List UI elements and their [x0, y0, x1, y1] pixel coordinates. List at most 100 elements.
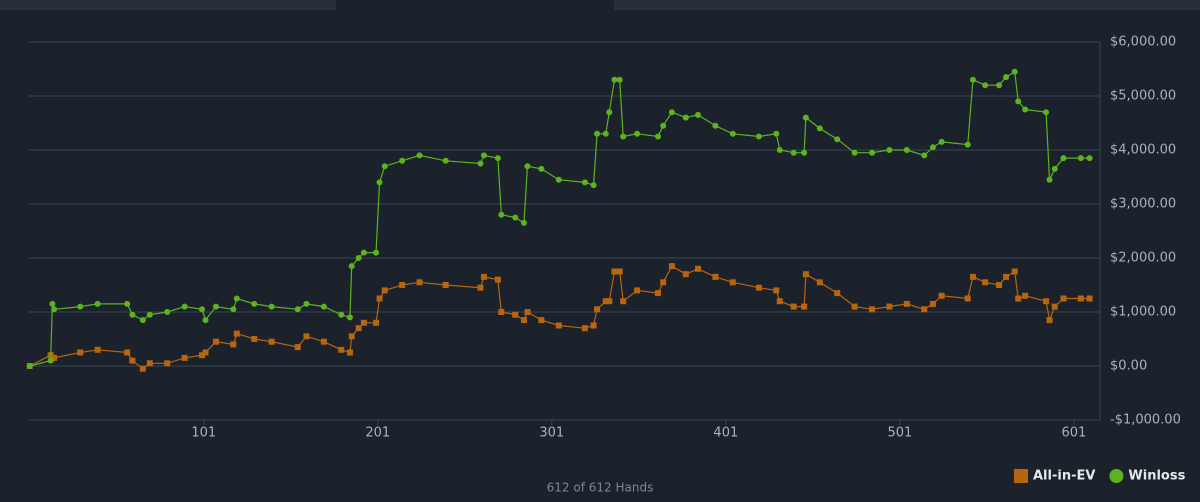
point — [903, 147, 910, 153]
point — [373, 249, 380, 256]
x-tick-label: 301 — [539, 426, 564, 441]
point — [51, 306, 58, 313]
point — [802, 271, 809, 278]
point — [268, 303, 275, 310]
point — [49, 300, 56, 307]
point — [1060, 295, 1067, 302]
point — [602, 298, 609, 305]
point — [303, 300, 310, 307]
y-tick-label: $6,000.00 — [1110, 35, 1176, 50]
point — [376, 295, 383, 302]
point — [348, 263, 355, 270]
point — [712, 122, 719, 129]
y-tick-label: $0.00 — [1110, 359, 1147, 374]
tab[interactable] — [614, 0, 1200, 10]
point — [1043, 109, 1050, 116]
point — [251, 300, 258, 307]
point — [230, 341, 237, 348]
point — [790, 303, 797, 310]
point — [1011, 68, 1018, 75]
point — [320, 303, 327, 310]
point — [869, 306, 876, 313]
tab-active[interactable] — [340, 0, 612, 10]
x-tick-label: 501 — [887, 426, 912, 441]
point — [77, 303, 84, 310]
point — [938, 138, 945, 145]
point — [654, 133, 661, 140]
point — [682, 271, 689, 278]
point — [124, 300, 131, 307]
point — [320, 338, 327, 345]
point — [348, 333, 355, 340]
point — [494, 155, 501, 162]
point — [416, 279, 423, 286]
point — [124, 349, 131, 356]
point — [355, 325, 362, 332]
point — [773, 287, 780, 294]
point — [790, 149, 797, 156]
point — [442, 282, 449, 288]
point — [1086, 295, 1093, 302]
point — [695, 111, 701, 118]
point — [620, 298, 627, 305]
point — [199, 352, 206, 359]
point — [233, 295, 240, 302]
point — [729, 130, 736, 137]
y-tick-label: -$1,000.00 — [1110, 413, 1181, 428]
point — [996, 82, 1003, 89]
point — [712, 273, 719, 280]
point — [1046, 317, 1053, 324]
point — [682, 114, 689, 121]
point — [355, 255, 362, 261]
point — [1003, 74, 1010, 81]
point — [164, 360, 171, 367]
point — [494, 276, 501, 283]
point — [660, 122, 667, 129]
point — [776, 298, 783, 305]
point — [903, 300, 910, 307]
point — [381, 163, 388, 170]
point — [695, 265, 701, 272]
point — [360, 249, 367, 256]
point — [851, 303, 858, 310]
point — [442, 157, 449, 164]
point — [303, 333, 310, 340]
point — [360, 319, 367, 326]
footer: 612 of 612 Hands — [547, 481, 654, 495]
point — [606, 109, 613, 116]
point — [1060, 155, 1067, 162]
point — [480, 273, 487, 280]
point — [338, 311, 345, 318]
point — [729, 279, 736, 286]
point — [964, 141, 971, 148]
point — [251, 336, 258, 342]
point — [921, 306, 928, 313]
point — [181, 303, 188, 310]
point — [1051, 165, 1058, 172]
point — [668, 109, 675, 116]
x-tick-label: 201 — [365, 426, 390, 441]
point — [755, 284, 762, 291]
point — [1086, 155, 1093, 162]
point — [1022, 106, 1029, 113]
point — [886, 147, 893, 153]
x-tick-label: 601 — [1061, 426, 1086, 441]
point — [129, 357, 136, 364]
point — [520, 219, 527, 226]
point — [594, 306, 601, 313]
point — [996, 282, 1003, 288]
x-tick-label: 401 — [713, 426, 738, 441]
y-tick-label: $5,000.00 — [1110, 89, 1176, 104]
point — [477, 160, 484, 167]
point — [346, 314, 353, 321]
point — [755, 133, 762, 140]
point — [139, 317, 146, 324]
point — [776, 147, 783, 153]
point — [555, 322, 562, 329]
tab[interactable] — [0, 0, 336, 10]
point — [416, 152, 423, 159]
point — [146, 360, 153, 367]
point — [802, 114, 809, 121]
point — [590, 182, 597, 189]
